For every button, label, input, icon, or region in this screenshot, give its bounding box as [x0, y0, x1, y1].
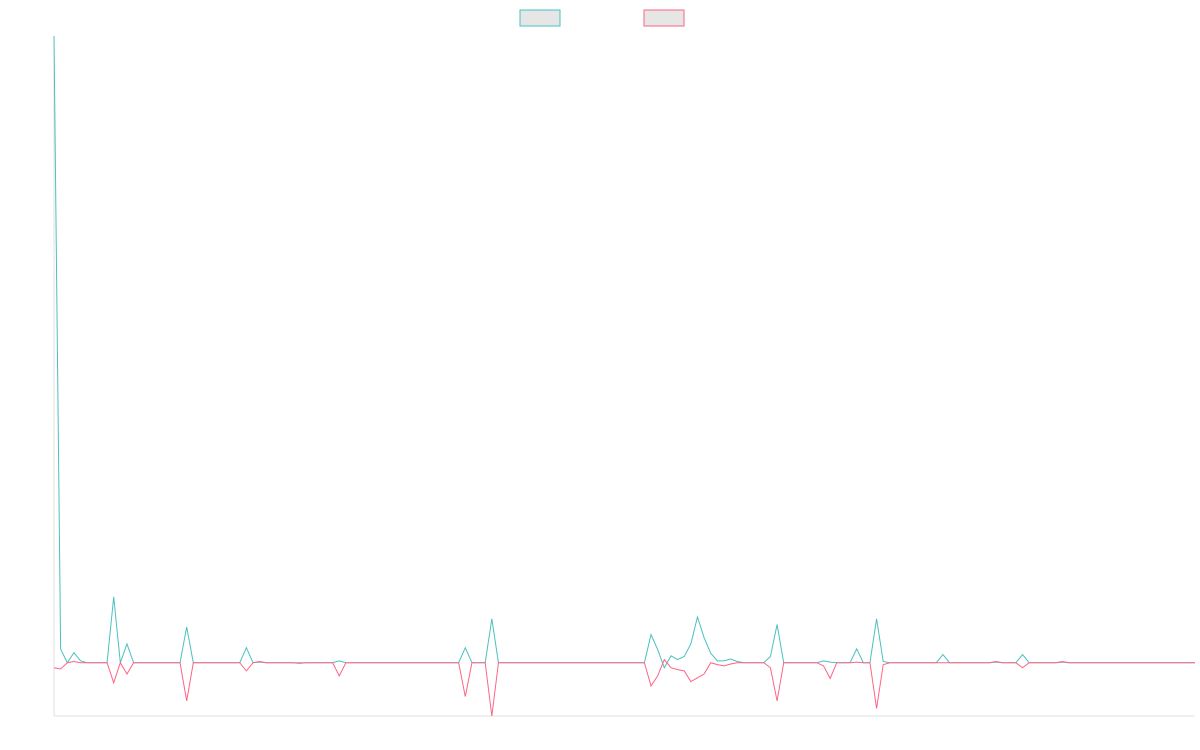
- legend-swatch: [519, 9, 561, 27]
- line-series: [53, 658, 1195, 717]
- legend-swatch: [643, 9, 685, 27]
- line-series: [53, 35, 1195, 669]
